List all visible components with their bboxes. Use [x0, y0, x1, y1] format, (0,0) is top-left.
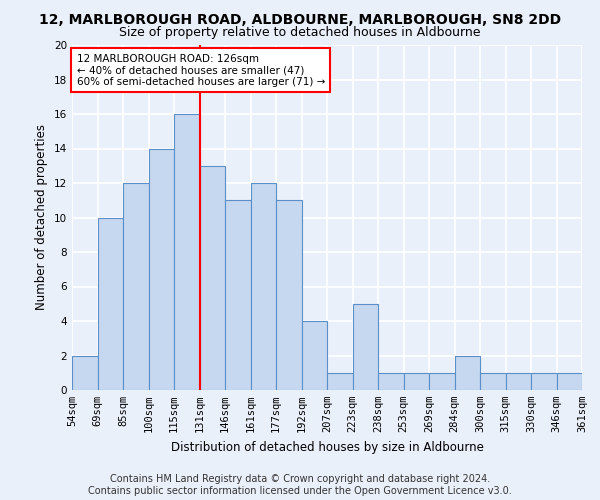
Bar [505, 373, 531, 390]
Text: Contains HM Land Registry data © Crown copyright and database right 2024.
Contai: Contains HM Land Registry data © Crown c… [88, 474, 512, 496]
Bar [72, 356, 97, 390]
Bar [123, 183, 149, 390]
Bar [480, 373, 505, 390]
Bar [302, 321, 327, 390]
Bar [429, 373, 455, 390]
Y-axis label: Number of detached properties: Number of detached properties [35, 124, 49, 310]
Bar [404, 373, 429, 390]
Bar [531, 373, 557, 390]
X-axis label: Distribution of detached houses by size in Aldbourne: Distribution of detached houses by size … [170, 440, 484, 454]
Bar [225, 200, 251, 390]
Text: 12 MARLBOROUGH ROAD: 126sqm
← 40% of detached houses are smaller (47)
60% of sem: 12 MARLBOROUGH ROAD: 126sqm ← 40% of det… [77, 54, 325, 87]
Bar [378, 373, 404, 390]
Text: Size of property relative to detached houses in Aldbourne: Size of property relative to detached ho… [119, 26, 481, 39]
Bar [327, 373, 353, 390]
Bar [455, 356, 480, 390]
Bar [276, 200, 302, 390]
Bar [557, 373, 582, 390]
Bar [199, 166, 225, 390]
Bar [174, 114, 199, 390]
Bar [251, 183, 276, 390]
Bar [353, 304, 378, 390]
Bar [97, 218, 123, 390]
Text: 12, MARLBOROUGH ROAD, ALDBOURNE, MARLBOROUGH, SN8 2DD: 12, MARLBOROUGH ROAD, ALDBOURNE, MARLBOR… [39, 12, 561, 26]
Bar [149, 148, 174, 390]
